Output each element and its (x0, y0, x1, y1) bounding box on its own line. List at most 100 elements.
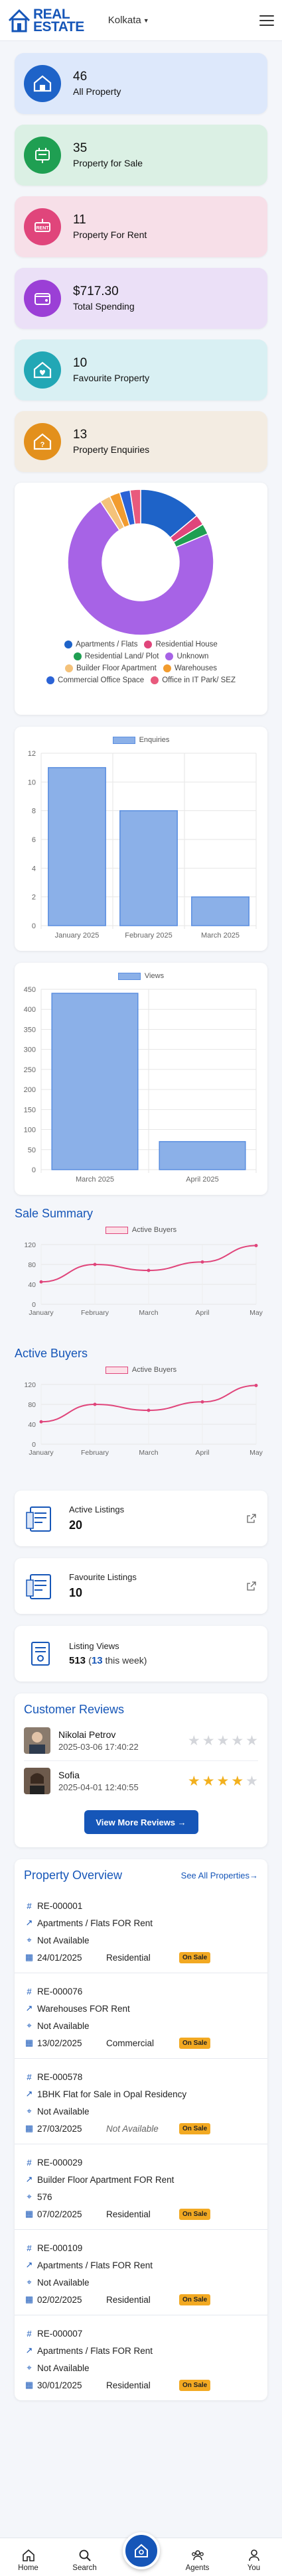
property-title[interactable]: Builder Floor Apartment FOR Rent (37, 2174, 175, 2185)
views-legend: Views (15, 972, 267, 980)
data-point[interactable] (147, 1408, 151, 1412)
pie-legend-label: Apartments / Flats (76, 641, 138, 648)
nav-search-label: Search (72, 2564, 97, 2572)
listings-document-icon (26, 1574, 51, 1599)
sale-summary-line-chart: 0 40 80 120 January February March April May (24, 1241, 263, 1317)
favourite-listings-label: Favourite Listings (69, 1572, 137, 1582)
data-point[interactable] (254, 1244, 258, 1247)
property-title[interactable]: Apartments / Flats FOR Rent (37, 1918, 153, 1928)
stat-card[interactable]: 35 Property for Sale (15, 125, 267, 186)
external-link-icon[interactable] (246, 1581, 257, 1591)
y-tick-label: 100 (24, 1127, 36, 1135)
star-icon: ★ (231, 1733, 244, 1748)
favourite-listings-value: 10 (69, 1586, 83, 1599)
pie-legend-item[interactable]: Builder Floor Apartment (65, 664, 157, 672)
stat-card[interactable]: ? 13 Property Enquiries (15, 411, 267, 472)
views-legend-label: Views (144, 972, 165, 980)
property-location: 576 (37, 2191, 52, 2202)
sale-summary-panel: Active Buyers 0 40 80 120 January February Mar… (15, 1225, 267, 1331)
calendar-icon: ▦ (25, 2294, 34, 2304)
bar[interactable] (48, 767, 106, 926)
data-point[interactable] (39, 1420, 43, 1424)
pie-legend-label: Office in IT Park/ SEZ (162, 676, 236, 684)
nav-you[interactable]: You (231, 2549, 277, 2572)
bar[interactable] (191, 896, 249, 926)
hash-icon: # (27, 2071, 32, 2082)
nav-agents[interactable]: Agents (175, 2549, 221, 2572)
city-selector[interactable]: Kolkata ▼ (108, 15, 149, 26)
property-item[interactable]: # RE-000029 ↗ Builder Floor Apartment FOR R… (15, 2144, 267, 2230)
nav-search[interactable]: Search (62, 2549, 108, 2572)
hash-icon: # (27, 2328, 32, 2339)
star-icon: ★ (216, 1733, 230, 1748)
pie-slice[interactable] (67, 501, 214, 636)
external-link-icon[interactable] (246, 1513, 257, 1524)
stat-card[interactable]: 10 Favourite Property (15, 339, 267, 400)
data-point[interactable] (147, 1268, 151, 1272)
views-document-icon (31, 1642, 50, 1666)
edit-link-icon: ↗ (25, 2089, 33, 2099)
property-category: Commercial (106, 2038, 155, 2048)
property-item[interactable]: # RE-000109 ↗ Apartments / Flats FOR Rent ⌖ N… (15, 2230, 267, 2315)
property-title[interactable]: 1BHK Flat for Sale in Opal Residency (37, 2089, 187, 2099)
caret-down-icon: ▼ (143, 17, 149, 24)
pie-legend-item[interactable]: Residential House (144, 641, 218, 648)
property-list: # RE-000001 ↗ Apartments / Flats FOR Rent ⌖ N… (15, 1888, 267, 2400)
data-point[interactable] (93, 1262, 97, 1266)
y-tick-label: 2 (32, 894, 36, 902)
star-rating: ★ ★ ★ ★ ★ (188, 1774, 258, 1788)
property-item[interactable]: # RE-000578 ↗ 1BHK Flat for Sale in Opal Re… (15, 2059, 267, 2144)
legend-swatch (105, 1366, 128, 1374)
y-tick-label: 300 (24, 1046, 36, 1054)
property-title[interactable]: Warehouses FOR Rent (37, 2003, 130, 2014)
star-icon: ★ (187, 1773, 200, 1789)
data-point[interactable] (254, 1384, 258, 1387)
data-point[interactable] (93, 1402, 97, 1406)
pie-legend-item[interactable]: Commercial Office Space (46, 676, 144, 684)
pie-legend-item[interactable]: Office in IT Park/ SEZ (151, 676, 236, 684)
x-tick-label: April (195, 1309, 209, 1317)
center-home-fab[interactable] (122, 2532, 160, 2569)
property-category: Not Available (106, 2123, 159, 2134)
star-icon: ★ (202, 1773, 215, 1789)
pie-legend-item[interactable]: Residential Land/ Plot (73, 652, 159, 660)
favourite-listings-card[interactable]: Favourite Listings 10 (15, 1558, 267, 1614)
bar[interactable] (51, 993, 139, 1170)
pie-slice[interactable] (129, 489, 141, 525)
stat-card[interactable]: RENT 11 Property For Rent (15, 196, 267, 257)
property-item[interactable]: # RE-000007 ↗ Apartments / Flats FOR Rent ⌖ N… (15, 2315, 267, 2400)
y-tick-label: 40 (28, 1421, 36, 1429)
data-point[interactable] (200, 1400, 204, 1404)
data-point[interactable] (39, 1280, 43, 1284)
pie-legend-item[interactable]: Apartments / Flats (64, 641, 137, 648)
status-badge: On Sale (179, 2379, 211, 2391)
bar[interactable] (159, 1140, 246, 1170)
pie-legend-item[interactable]: Warehouses (163, 664, 217, 672)
property-id: RE-000029 (37, 2157, 83, 2168)
edit-link-icon: ↗ (25, 2003, 33, 2013)
property-title[interactable]: Apartments / Flats FOR Rent (37, 2260, 153, 2270)
data-point[interactable] (200, 1260, 204, 1264)
bar[interactable] (119, 810, 178, 926)
view-more-reviews-button[interactable]: View More Reviews → (84, 1810, 198, 1834)
see-all-properties-link[interactable]: See All Properties→ (180, 1871, 258, 1880)
stat-card[interactable]: 46 All Property (15, 53, 267, 114)
active-listings-card[interactable]: Active Listings 20 (15, 1491, 267, 1546)
favourite-home-icon (33, 361, 52, 379)
nav-home[interactable]: Home (5, 2549, 52, 2572)
property-title[interactable]: Apartments / Flats FOR Rent (37, 2345, 153, 2356)
enquiries-legend-label: Enquiries (139, 736, 170, 744)
logo[interactable]: REAL ESTATE (8, 7, 84, 34)
property-item[interactable]: # RE-000001 ↗ Apartments / Flats FOR Rent ⌖ N… (15, 1888, 267, 1973)
stat-value: 11 (73, 213, 86, 227)
x-tick-label: February 2025 (125, 932, 173, 940)
stat-icon-wrap (24, 280, 61, 317)
property-item[interactable]: # RE-000076 ↗ Warehouses FOR Rent ⌖ Not Avail… (15, 1973, 267, 2059)
hamburger-menu-icon[interactable] (259, 15, 274, 26)
pie-legend-item[interactable]: Unknown (165, 652, 208, 660)
views-bar-panel: Views 0 50 100 150 200 250 300 350 400 450 March 2… (15, 963, 267, 1195)
stat-card[interactable]: $717.30 Total Spending (15, 268, 267, 329)
stat-label: Property for Sale (73, 158, 143, 168)
property-type-pie-panel: Apartments / Flats Residential House Resid… (15, 483, 267, 715)
hash-icon: # (27, 1986, 32, 1996)
